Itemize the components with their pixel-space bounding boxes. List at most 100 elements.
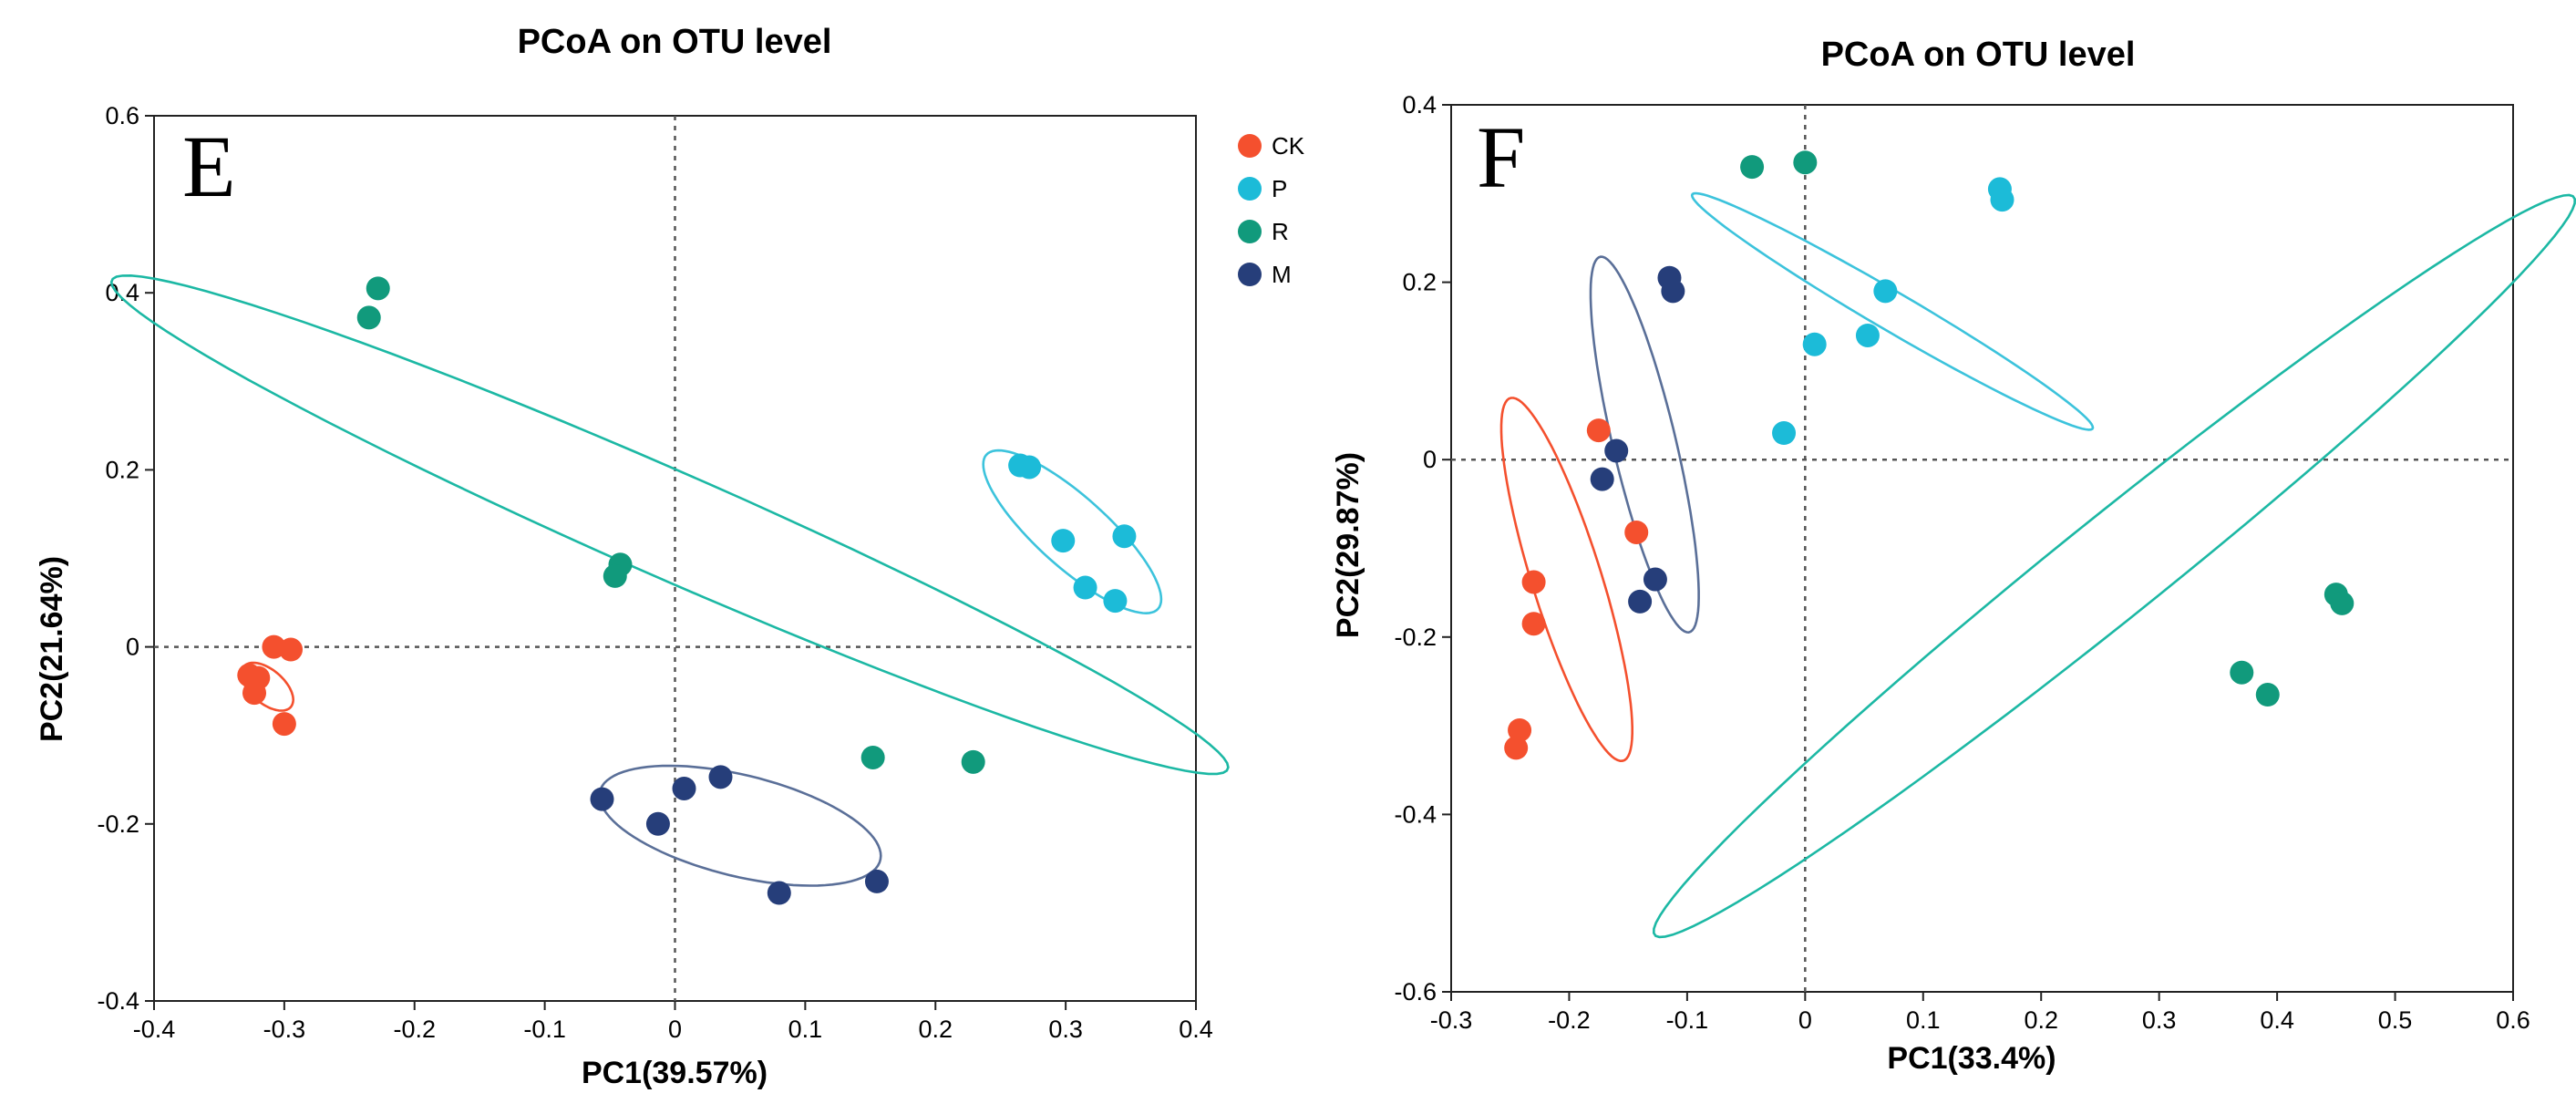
point-r-f (2330, 591, 2354, 615)
point-ck-f (1586, 418, 1611, 443)
y-tick-label-f: -0.4 (1394, 800, 1437, 828)
point-p-f (1873, 279, 1898, 304)
y-axis-label-f: PC2(29.87%) (1331, 452, 1365, 638)
point-p-e (1051, 529, 1076, 553)
point-m-f (1590, 467, 1614, 491)
chart-title-e: PCoA on OTU level (518, 23, 832, 61)
y-axis-label-e: PC2(21.64%) (35, 556, 69, 742)
point-ck-f (1521, 612, 1546, 636)
y-tick-label-e: -0.4 (97, 987, 139, 1015)
x-tick-label-f: 0.2 (2024, 1006, 2058, 1034)
point-r-f (1740, 155, 1765, 180)
point-m-f (1604, 438, 1629, 463)
point-m-e (864, 869, 889, 893)
point-r-f (2230, 660, 2254, 685)
ellipse-r-e (109, 273, 1230, 776)
legend-item-p: P (1238, 175, 1287, 202)
legend-label-m: M (1272, 261, 1292, 288)
y-tick-label-e: 0.4 (105, 279, 139, 306)
ellipse-ck-f (1499, 397, 1633, 763)
point-p-f (1855, 323, 1880, 347)
point-r-f (1793, 150, 1818, 175)
x-tick-label-f: 0 (1798, 1006, 1812, 1034)
point-ck-f (1521, 570, 1546, 594)
point-ck-f (1504, 736, 1529, 760)
x-tick-label-f: 0.3 (2142, 1006, 2177, 1034)
x-tick-label-e: -0.3 (263, 1016, 306, 1043)
point-r-e (961, 749, 985, 774)
point-m-e (590, 787, 614, 811)
y-tick-label-e: -0.2 (97, 810, 139, 838)
point-ck-f (1624, 520, 1649, 544)
legend-marker-p (1238, 177, 1262, 201)
confidence-ellipses-f (1499, 191, 2576, 939)
point-r-e (366, 276, 390, 301)
plot-frame-f (1450, 104, 2514, 993)
point-ck-e (272, 712, 296, 737)
legend-item-m: M (1238, 261, 1292, 288)
x-tick-label-f: 0.6 (2496, 1006, 2530, 1034)
point-m-e (672, 776, 696, 800)
y-tick-label-f: 0 (1423, 446, 1437, 473)
point-m-e (708, 765, 733, 789)
legend-label-p: P (1272, 175, 1287, 202)
x-axis-label-e: PC1(39.57%) (582, 1056, 768, 1090)
y-tick-label-f: -0.2 (1394, 624, 1437, 651)
y-tick-label-e: 0.6 (105, 102, 139, 129)
panel-label-e: E (182, 118, 236, 215)
axis-ticks-e: -0.4 -0.3 -0.2 -0.1 0 0.1 0.2 0.3 0.4 -0.4 -0.2 0 0.… (97, 102, 1212, 1043)
panel-label-f: F (1477, 108, 1525, 206)
point-ck-e (242, 681, 267, 706)
point-m-e (767, 881, 791, 905)
point-m-f (1661, 279, 1685, 304)
x-tick-label-f: -0.1 (1666, 1006, 1709, 1034)
axis-ticks-f: -0.3 -0.2 -0.1 0 0.1 0.2 0.3 0.4 0.5 0.6 -0.6 -0.4 -… (1394, 91, 2530, 1034)
point-p-e (1073, 575, 1097, 600)
x-tick-label-f: -0.3 (1430, 1006, 1473, 1034)
x-tick-label-f: 0.5 (2378, 1006, 2413, 1034)
chart-panel-f: PCoA on OTU level PC1(33.4%) PC2(29.87%)… (1331, 36, 2576, 1076)
ellipse-p-f (1690, 191, 2095, 431)
confidence-ellipses-e (109, 273, 1230, 887)
y-tick-label-e: 0 (126, 634, 139, 661)
legend-label-r: R (1272, 218, 1289, 245)
point-ck-f (1508, 717, 1532, 742)
point-r-e (860, 745, 885, 769)
x-axis-label-f: PC1(33.4%) (1887, 1041, 2056, 1076)
legend-marker-ck (1238, 134, 1262, 158)
legend-label-ck: CK (1272, 132, 1305, 160)
x-tick-label-e: 0.1 (788, 1016, 823, 1043)
y-tick-label-f: -0.6 (1394, 978, 1437, 1006)
y-tick-label-f: 0.2 (1402, 269, 1437, 296)
point-p-e (1112, 524, 1137, 549)
x-tick-label-f: -0.2 (1548, 1006, 1591, 1034)
legend-marker-r (1238, 220, 1262, 243)
legend: CK P R M (1238, 132, 1305, 288)
chart-title-f: PCoA on OTU level (1821, 36, 2136, 74)
point-p-f (1802, 332, 1827, 356)
x-tick-label-e: -0.2 (393, 1016, 436, 1043)
point-m-f (1628, 589, 1653, 614)
x-tick-label-e: -0.4 (133, 1016, 176, 1043)
point-m-e (645, 811, 670, 836)
legend-item-r: R (1238, 218, 1289, 245)
point-p-f (1772, 421, 1797, 446)
ellipse-r-f (1652, 193, 2576, 939)
point-r-f (2255, 683, 2280, 707)
chart-panel-e: PCoA on OTU level PC1(39.57%) PC2(21.64%… (35, 23, 1230, 1090)
y-tick-label-e: 0.2 (105, 456, 139, 483)
x-tick-label-f: 0.1 (1906, 1006, 1941, 1034)
point-p-e (1017, 455, 1042, 480)
ellipse-m-e (598, 764, 882, 887)
legend-marker-m (1238, 263, 1262, 286)
x-tick-label-e: 0 (668, 1016, 682, 1043)
point-r-e (603, 563, 627, 588)
point-p-e (1103, 589, 1128, 614)
sample-points-e (237, 276, 1137, 905)
legend-item-ck: CK (1238, 132, 1305, 160)
x-tick-label-e: -0.1 (523, 1016, 566, 1043)
x-tick-label-e: 0.3 (1048, 1016, 1083, 1043)
x-tick-label-e: 0.4 (1179, 1016, 1213, 1043)
x-tick-label-f: 0.4 (2260, 1006, 2294, 1034)
